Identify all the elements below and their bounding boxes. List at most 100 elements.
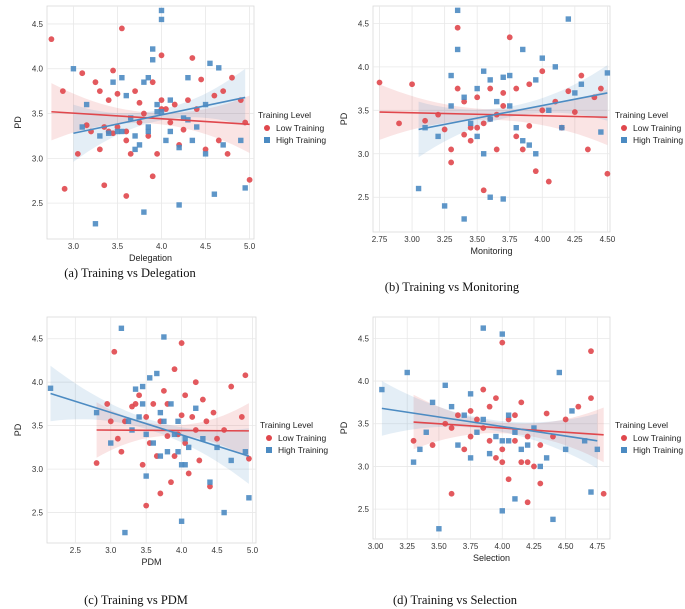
point-low [524,433,531,440]
point-high [578,81,585,87]
legend-title: Training Level [615,420,668,430]
point-low [519,146,526,153]
point-high [164,449,171,455]
point-low [454,24,461,31]
point-low [79,70,86,77]
point-low [143,414,150,420]
legend-marker-low [266,435,272,441]
x-tick-label: 4.5 [211,546,223,555]
legend-label-low: Low Training [278,433,326,443]
point-low [526,123,533,129]
point-high [526,142,532,148]
point-high [228,457,234,464]
legend-label-high: High Training [633,135,683,145]
y-axis-label: PD [13,116,23,129]
y-tick-label: 2.5 [358,505,370,514]
point-low [506,34,513,41]
y-tick-label: 4.5 [32,20,44,29]
y-tick-label: 3.0 [32,154,44,163]
point-low [199,396,206,403]
y-tick-label: 2.5 [32,199,44,208]
point-high [242,449,249,455]
x-axis-label: Monitoring [470,246,512,256]
point-low [154,150,161,157]
point-high [559,124,565,131]
panel-3: 2.5 3.0 3.5 4.0 4.5 5.0 2.5 3.0 3.5 4.0 4.5 PDM PD Tr… [13,316,328,607]
point-low [410,437,417,444]
point-high [562,446,569,453]
point-high [221,509,227,516]
point-high [513,124,519,131]
point-high [467,455,474,461]
point-low [111,348,118,355]
point-low [480,386,487,393]
point-low [104,401,111,407]
point-high [180,115,187,121]
point-high [487,116,493,122]
x-tick-label: 4.25 [526,542,542,551]
x-axis-label: PDM [142,557,162,567]
point-low [505,416,512,423]
legend-label-low: Low Training [276,123,324,133]
point-high [442,382,448,389]
point-high [168,401,174,407]
point-low [539,107,546,114]
y-tick-label: 3.5 [358,106,370,115]
point-low [192,379,199,386]
point-low [474,94,481,101]
x-tick-label: 3.25 [399,542,415,551]
point-low [107,418,114,425]
point-high [500,74,506,80]
point-low [480,187,487,194]
point-low [189,55,196,61]
point-high [474,429,480,435]
x-tick-label: 3.0 [105,546,117,555]
y-tick-label: 3.5 [32,110,44,119]
point-high [161,334,167,340]
point-low [505,476,512,483]
legend-label-high: High Training [278,445,328,455]
point-low [518,459,525,466]
point-low [499,446,506,453]
point-high [467,391,474,397]
point-high [461,216,467,222]
point-high [119,74,125,81]
point-low [132,401,139,407]
legend-marker-high [266,447,272,453]
point-low [531,463,537,470]
point-low [101,182,108,189]
point-low [474,124,481,131]
x-tick-label: 2.5 [70,546,82,555]
y-tick-label: 4.5 [358,19,370,28]
point-high [423,429,429,435]
point-high [487,194,493,200]
point-high [157,453,164,459]
point-low [180,126,187,133]
point-low [214,435,220,442]
y-tick-label: 4.0 [32,378,44,387]
point-high [569,408,575,414]
point-low [246,455,252,462]
point-high [132,386,139,392]
point-high [494,98,500,105]
legend-label-high: High Training [633,445,683,455]
point-low [158,52,165,59]
point-high [125,418,132,425]
point-high [410,459,417,465]
point-low [448,490,455,497]
point-high [79,124,85,130]
x-tick-label: 3.00 [404,235,420,244]
x-tick-label: 4.25 [567,235,583,244]
point-low [139,461,146,468]
point-high [429,399,436,406]
point-high [588,489,594,495]
point-low [565,88,572,95]
point-high [193,405,199,411]
y-axis-label: PD [13,423,23,436]
point-low [238,414,245,420]
point-high [143,431,149,438]
regression-line-low [51,110,250,126]
regression-line-low [96,429,249,432]
legend: Training Level Low Training High Training [260,420,328,455]
point-low [493,454,499,461]
